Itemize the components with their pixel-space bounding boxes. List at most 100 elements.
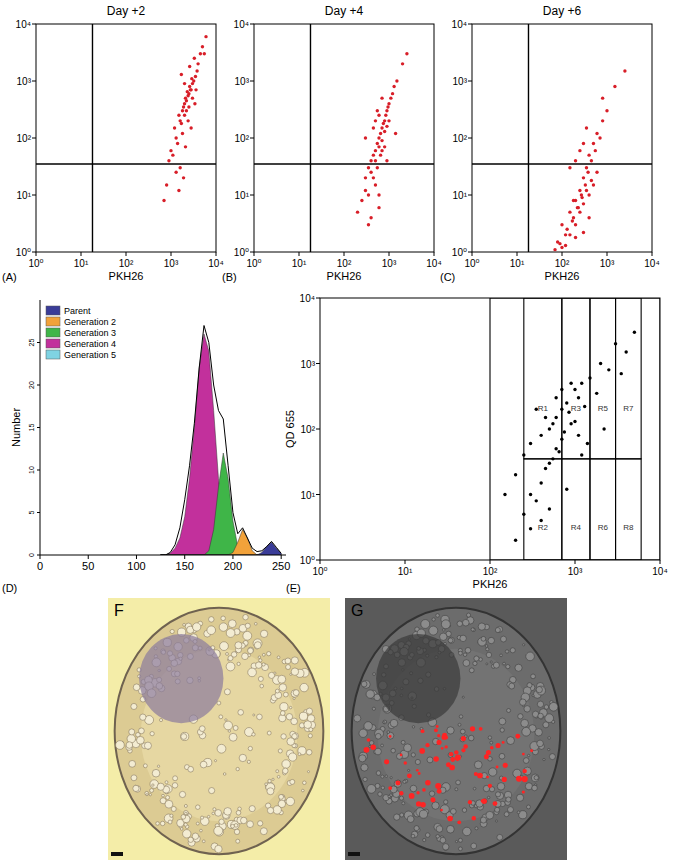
- point: [180, 122, 183, 125]
- vacuole: [517, 811, 520, 814]
- scale-bar: [111, 852, 123, 856]
- y-tick: [468, 252, 472, 253]
- y-tick: [468, 81, 472, 82]
- image-content: [108, 598, 330, 860]
- x-tick-label: 100: [127, 560, 145, 572]
- y-tick-label: 10¹: [301, 490, 316, 501]
- point: [193, 57, 196, 60]
- point: [376, 142, 379, 145]
- vacuole: [411, 753, 415, 757]
- y-tick-label: 10¹: [235, 190, 250, 201]
- vacuole: [520, 699, 527, 706]
- point: [553, 248, 556, 251]
- vacuole: [400, 813, 404, 817]
- point: [578, 189, 581, 192]
- y-tick: [37, 427, 40, 428]
- gate-line: [254, 163, 434, 165]
- y-tick-label: 10³: [453, 76, 468, 87]
- vacuole: [248, 648, 254, 654]
- image-background: [108, 598, 330, 860]
- vacuole: [458, 838, 462, 842]
- x-tick: [81, 252, 82, 256]
- fluorescent-dot: [395, 780, 400, 785]
- vacuole: [214, 826, 223, 835]
- fluorescent-dot: [477, 773, 483, 779]
- vacuole: [402, 802, 405, 805]
- fluorescent-dot: [496, 743, 501, 748]
- vacuole: [518, 714, 523, 719]
- point: [188, 65, 191, 68]
- vacuole: [488, 736, 491, 739]
- point: [590, 159, 593, 162]
- vacuole: [531, 674, 536, 679]
- vacuole: [373, 673, 376, 676]
- x-tick-label: 150: [176, 560, 194, 572]
- y-tick: [316, 560, 320, 561]
- vacuole: [278, 749, 282, 753]
- point: [568, 233, 571, 236]
- vacuole: [458, 723, 461, 726]
- vacuole: [535, 729, 542, 736]
- point: [569, 422, 572, 425]
- fluorescent-dot: [490, 746, 494, 750]
- point: [565, 228, 568, 231]
- vacuole: [455, 840, 457, 842]
- point: [572, 199, 575, 202]
- gate-line: [310, 24, 311, 252]
- y-tick: [37, 512, 40, 513]
- point: [367, 223, 370, 226]
- x-tick-label: 10³: [568, 566, 583, 577]
- vacuole: [488, 637, 494, 643]
- x-tick-label: 10⁰: [28, 258, 43, 269]
- vacuole: [490, 661, 492, 663]
- vacuole: [414, 826, 419, 831]
- scatter-panel: 10⁰10¹10²10³10⁴10⁰10¹10²10³10⁴Day +4PKH2…: [222, 4, 442, 283]
- vacuole: [411, 831, 417, 837]
- vacuole: [286, 665, 291, 670]
- y-tick: [32, 252, 36, 253]
- x-tick: [660, 560, 661, 564]
- x-tick: [36, 252, 37, 256]
- vacuole: [363, 777, 367, 781]
- fluorescent-dot: [455, 754, 461, 760]
- vacuole: [448, 638, 453, 643]
- fluorescent-dot: [470, 726, 475, 731]
- y-tick-label: 0: [28, 553, 35, 557]
- y-tick: [250, 138, 254, 139]
- point: [189, 88, 192, 91]
- vacuole: [288, 753, 296, 761]
- vacuole: [257, 714, 263, 720]
- fluorescent-dot: [530, 749, 533, 752]
- vacuole: [215, 810, 222, 817]
- x-axis-label: PKH26: [327, 270, 362, 282]
- legend-swatch: [46, 328, 60, 337]
- fluorescent-dot: [437, 789, 442, 794]
- nucleus: [376, 634, 460, 723]
- gate-label: R5: [598, 404, 609, 413]
- vacuole: [537, 701, 543, 707]
- point: [405, 52, 408, 55]
- fluorescent-dot: [461, 748, 465, 752]
- vacuole: [517, 794, 524, 801]
- vacuole: [497, 834, 503, 840]
- fluorescent-dot: [370, 745, 375, 750]
- fluorescent-dot: [430, 797, 435, 802]
- point: [569, 382, 572, 385]
- point: [183, 114, 186, 117]
- point: [199, 52, 202, 55]
- vacuole: [362, 680, 370, 688]
- point: [574, 236, 577, 239]
- plot-area: [36, 24, 216, 252]
- point: [385, 125, 388, 128]
- gate-label: R3: [571, 404, 582, 413]
- vacuole: [228, 730, 230, 732]
- vacuole: [522, 727, 531, 736]
- scale-bar: [348, 852, 360, 856]
- point: [376, 166, 379, 169]
- x-tick-label: 10⁰: [312, 566, 327, 577]
- y-tick-label: 10⁴: [452, 19, 467, 30]
- gate: [562, 459, 590, 560]
- point: [582, 202, 585, 205]
- vacuole: [486, 811, 494, 819]
- fluorescent-dot: [446, 762, 451, 767]
